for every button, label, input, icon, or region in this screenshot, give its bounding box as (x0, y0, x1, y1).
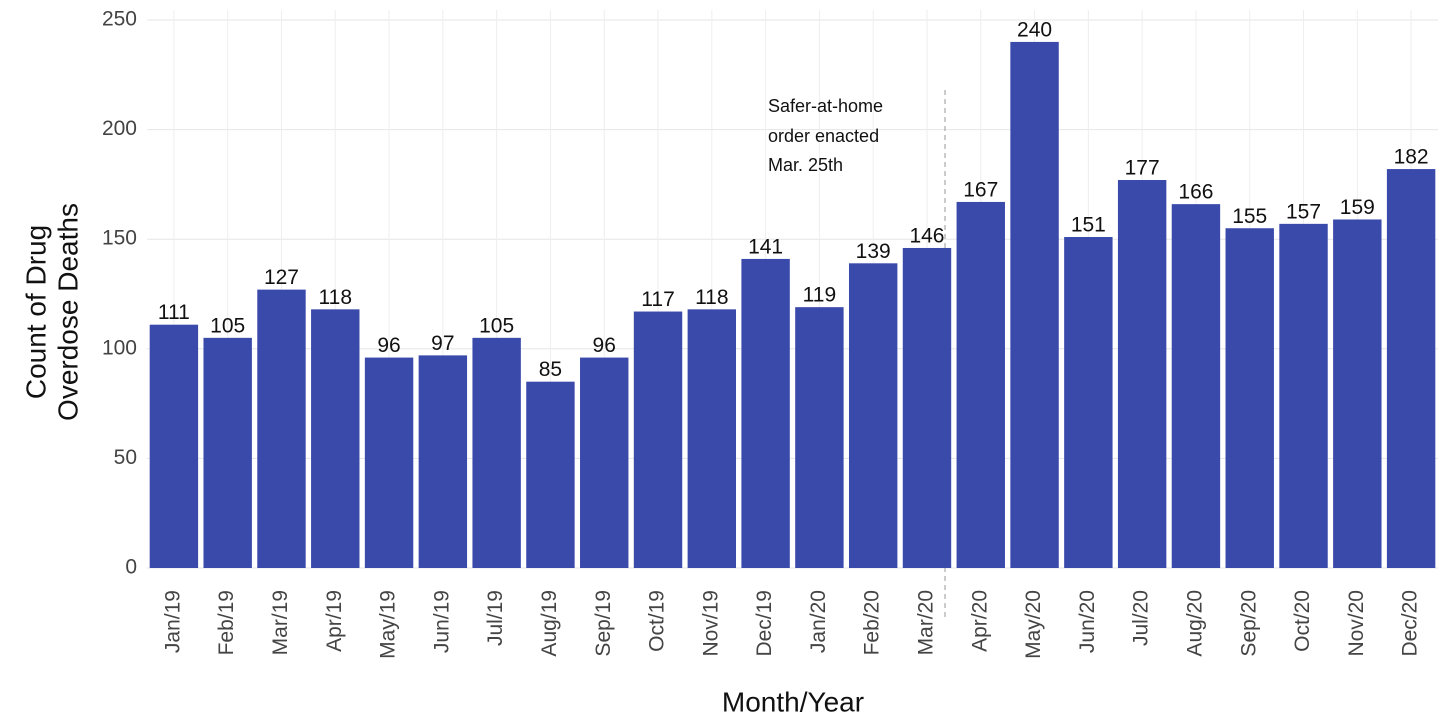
bar (418, 355, 468, 568)
x-tick-label: Feb/20 (861, 590, 884, 655)
bar (1386, 169, 1436, 568)
value-label: 141 (748, 235, 783, 258)
x-tick-label: Jul/19 (484, 590, 507, 646)
x-tick-label: Sep/20 (1237, 590, 1260, 657)
x-tick-label: Nov/19 (699, 590, 722, 657)
value-label: 118 (695, 286, 728, 309)
value-label: 157 (1286, 200, 1321, 223)
bar (741, 258, 790, 568)
bar (956, 201, 1005, 568)
x-tick-label: May/19 (377, 590, 400, 659)
bar (687, 309, 737, 568)
y-tick-label: 150 (102, 227, 137, 250)
x-tick-label: Aug/20 (1183, 590, 1206, 657)
bar (257, 289, 306, 568)
value-label: 111 (158, 301, 190, 324)
bar (902, 247, 952, 568)
bar (1225, 228, 1274, 569)
x-tick-label: Feb/19 (215, 590, 238, 655)
value-label: 159 (1340, 196, 1375, 219)
x-tick-label: Sep/19 (592, 590, 615, 657)
value-label: 127 (264, 266, 299, 289)
x-tick-label: May/20 (1022, 590, 1045, 659)
value-label: 105 (479, 314, 514, 337)
bar (1279, 223, 1328, 568)
bar (580, 357, 629, 568)
value-label: 105 (210, 314, 245, 337)
bar (1117, 180, 1167, 569)
x-tick-label: Oct/19 (646, 590, 669, 652)
x-tick-label: Apr/19 (323, 590, 346, 652)
value-label: 96 (377, 334, 400, 357)
x-axis-title: Month/Year (722, 686, 864, 717)
x-tick-label: Jul/20 (1130, 590, 1153, 646)
x-tick-label: Jun/20 (1076, 590, 1099, 653)
y-tick-label: 100 (102, 336, 137, 359)
annotation: Safer-at-home (768, 96, 883, 116)
x-tick-label: Mar/20 (915, 590, 938, 655)
bar (149, 324, 199, 568)
value-label: 139 (856, 240, 891, 263)
x-tick-label: Dec/19 (753, 590, 776, 657)
value-label: 177 (1125, 157, 1160, 180)
bar (364, 357, 414, 568)
bar (526, 381, 575, 568)
value-label: 167 (963, 178, 998, 201)
value-label: 85 (539, 358, 562, 381)
value-label: 166 (1178, 181, 1213, 204)
x-tick-label: Jan/20 (807, 590, 830, 653)
x-tick-label: Oct/20 (1291, 590, 1314, 652)
y-tick-label: 50 (114, 446, 137, 469)
value-label: 182 (1394, 146, 1429, 169)
value-label: 96 (593, 334, 616, 357)
value-label: 151 (1071, 214, 1106, 237)
bar (633, 311, 683, 568)
value-label: 240 (1017, 18, 1052, 41)
y-axis-title: Overdose Deaths (52, 203, 83, 421)
bar (795, 307, 844, 568)
value-label: 97 (431, 332, 454, 355)
y-tick-label: 0 (125, 556, 137, 579)
y-tick-label: 250 (102, 8, 137, 31)
value-label: 119 (803, 284, 836, 307)
annotation: Mar. 25th (768, 155, 843, 175)
y-axis-title: Count of Drug (20, 225, 51, 399)
x-tick-label: Aug/19 (538, 590, 561, 657)
bar (848, 263, 898, 568)
x-tick-label: Dec/20 (1399, 590, 1422, 657)
y-tick-label: 200 (102, 117, 137, 140)
bar (1010, 41, 1059, 569)
x-tick-label: Mar/19 (269, 590, 292, 655)
bar (1064, 237, 1113, 568)
x-tick-label: Jan/19 (161, 590, 184, 653)
value-label: 117 (641, 288, 674, 311)
x-tick-label: Jun/19 (430, 590, 453, 653)
bar (203, 337, 252, 568)
x-tick-label: Nov/20 (1345, 590, 1368, 657)
value-label: 146 (909, 225, 944, 248)
bar (1333, 219, 1382, 569)
x-tick-label: Apr/20 (968, 590, 991, 652)
annotation: order enacted (768, 126, 879, 146)
bar (472, 337, 521, 568)
value-label: 155 (1232, 205, 1267, 228)
bar (311, 309, 360, 568)
bar (1171, 204, 1221, 569)
value-label: 118 (319, 286, 352, 309)
